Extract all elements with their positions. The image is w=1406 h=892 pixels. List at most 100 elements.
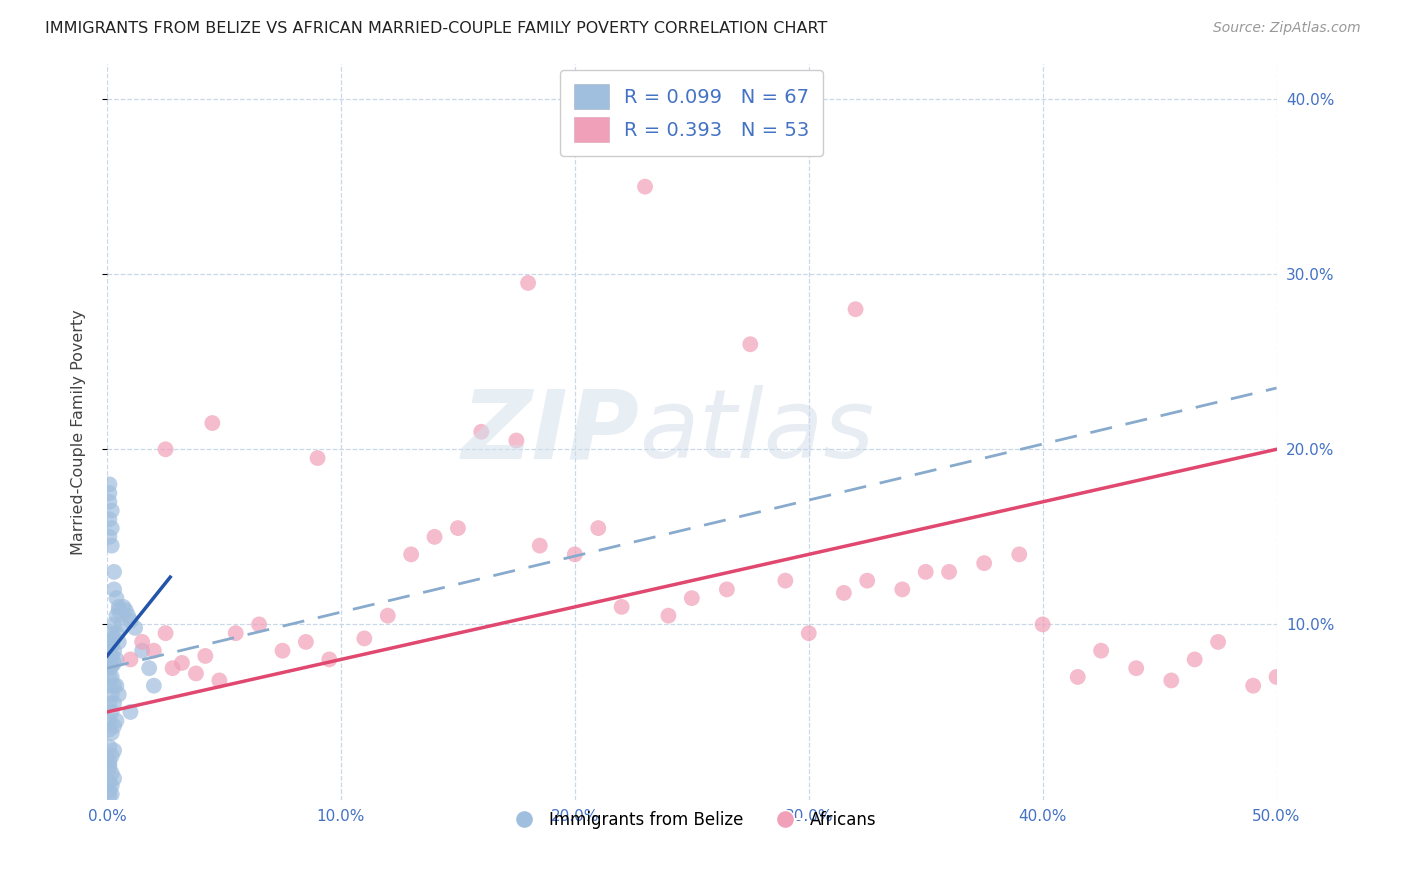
Point: [142, 679, 165, 693]
Point: [517, 276, 540, 290]
Point: [98, 723, 121, 737]
Point: [105, 679, 128, 693]
Point: [740, 337, 762, 351]
Point: [100, 639, 122, 653]
Text: Source: ZipAtlas.com: Source: ZipAtlas.com: [1213, 21, 1361, 35]
Point: [162, 661, 184, 675]
Point: [98, 486, 121, 500]
Point: [98, 530, 121, 544]
Point: [1032, 617, 1054, 632]
Point: [353, 632, 375, 646]
Point: [107, 688, 129, 702]
Point: [529, 539, 551, 553]
Point: [103, 772, 125, 786]
Point: [505, 434, 527, 448]
Point: [98, 635, 121, 649]
Point: [120, 652, 142, 666]
Point: [107, 599, 129, 614]
Point: [103, 743, 125, 757]
Point: [100, 688, 122, 702]
Point: [98, 643, 121, 657]
Point: [1090, 643, 1112, 657]
Point: [98, 679, 121, 693]
Legend: Immigrants from Belize, Africans: Immigrants from Belize, Africans: [501, 804, 883, 835]
Point: [103, 632, 125, 646]
Point: [98, 477, 121, 491]
Point: [100, 779, 122, 793]
Point: [170, 656, 193, 670]
Y-axis label: Married-Couple Family Poverty: Married-Couple Family Poverty: [72, 309, 86, 555]
Point: [100, 521, 122, 535]
Point: [775, 574, 797, 588]
Point: [105, 626, 128, 640]
Point: [844, 302, 866, 317]
Point: [1206, 635, 1229, 649]
Point: [98, 757, 121, 772]
Point: [470, 425, 492, 439]
Point: [1241, 679, 1264, 693]
Text: IMMIGRANTS FROM BELIZE VS AFRICAN MARRIED-COUPLE FAMILY POVERTY CORRELATION CHAR: IMMIGRANTS FROM BELIZE VS AFRICAN MARRIE…: [45, 21, 827, 36]
Point: [105, 591, 128, 606]
Point: [377, 608, 399, 623]
Point: [98, 670, 121, 684]
Point: [832, 586, 855, 600]
Point: [155, 442, 177, 457]
Point: [1160, 673, 1182, 688]
Point: [98, 784, 121, 798]
Point: [98, 512, 121, 526]
Point: [1265, 670, 1288, 684]
Point: [634, 179, 657, 194]
Point: [1067, 670, 1090, 684]
Point: [100, 539, 122, 553]
Point: [103, 565, 125, 579]
Point: [107, 603, 129, 617]
Point: [103, 696, 125, 710]
Point: [100, 787, 122, 801]
Point: [131, 635, 153, 649]
Point: [155, 626, 177, 640]
Point: [98, 696, 121, 710]
Point: [98, 754, 121, 768]
Point: [100, 705, 122, 719]
Point: [131, 643, 153, 657]
Point: [610, 599, 633, 614]
Point: [1184, 652, 1206, 666]
Point: [100, 659, 122, 673]
Point: [681, 591, 703, 606]
Point: [891, 582, 914, 597]
Point: [100, 626, 122, 640]
Point: [973, 556, 995, 570]
Point: [318, 652, 340, 666]
Point: [295, 635, 318, 649]
Point: [138, 661, 160, 675]
Point: [100, 503, 122, 517]
Point: [586, 521, 609, 535]
Point: [447, 521, 470, 535]
Point: [225, 626, 247, 640]
Point: [105, 652, 128, 666]
Point: [307, 451, 329, 466]
Point: [184, 666, 207, 681]
Point: [112, 599, 135, 614]
Point: [1125, 661, 1147, 675]
Point: [100, 648, 122, 663]
Point: [103, 643, 125, 657]
Point: [423, 530, 446, 544]
Point: [105, 714, 128, 728]
Text: ZIP: ZIP: [461, 385, 640, 478]
Point: [105, 608, 128, 623]
Point: [98, 661, 121, 675]
Point: [201, 416, 224, 430]
Point: [110, 617, 132, 632]
Point: [208, 673, 231, 688]
Point: [399, 547, 422, 561]
Point: [103, 582, 125, 597]
Point: [103, 719, 125, 733]
Point: [98, 495, 121, 509]
Point: [98, 789, 121, 803]
Point: [100, 766, 122, 780]
Point: [938, 565, 960, 579]
Point: [98, 714, 121, 728]
Point: [914, 565, 936, 579]
Point: [1008, 547, 1031, 561]
